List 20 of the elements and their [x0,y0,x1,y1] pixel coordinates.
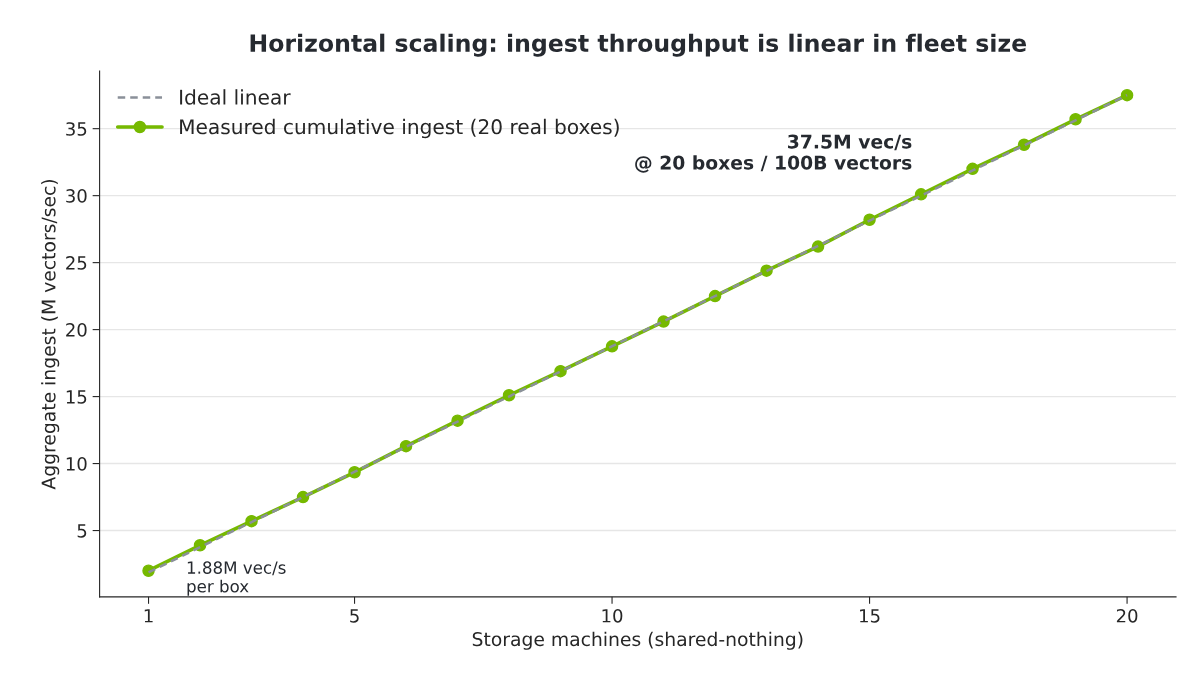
chart-title: Horizontal scaling: ingest throughput is linear in fleet size [250,33,1027,57]
y-tick-label: 35 [66,122,87,136]
y-tick-label: 30 [66,189,87,203]
x-tick-label: 10 [602,608,623,623]
x-tick-label: 15 [860,609,880,623]
y-tick-label: 20 [66,323,87,337]
y-tick-label: 10 [66,457,87,471]
y-tick-label: 5 [77,524,87,538]
point [1120,88,1134,102]
x-tick-label: 20 [1116,608,1138,623]
y-tick-label: 25 [66,256,87,270]
legend-label: Measured cumulative ingest (20 real boxes) [180,118,619,139]
x-axis-title: Storage machines (shared-nothing) [472,631,803,650]
legend-label: Ideal linear [180,89,291,105]
x-tick-label: 1 [144,609,153,623]
y-tick-label: 15 [66,390,87,404]
annotation: 37.5M vec/s @ 20 boxes / 100B vectors [635,134,912,173]
y-axis-title: Aggregate ingest (M vectors/sec) [41,179,60,490]
annotation: 1.88M vec/s per box [187,561,286,596]
x-tick-label: 5 [350,609,359,623]
